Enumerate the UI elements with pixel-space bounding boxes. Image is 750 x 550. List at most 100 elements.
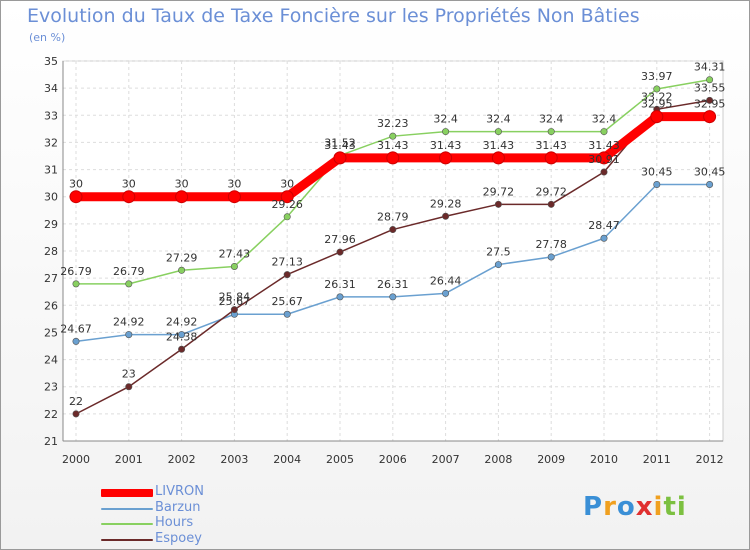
x-tick-label-2005: 2005 [326,453,354,466]
data-point-livron-2001 [122,190,136,204]
data-point-espoey-2003 [230,306,238,314]
data-label-espoey-2001: 23 [122,368,136,381]
data-label-layer: 30 30 30 30 30 31.43 31.43 31.43 31.43 31.43 31.43… [60,61,725,408]
x-tick-label-2010: 2010 [590,453,618,466]
data-point-hours-2006 [389,132,397,140]
x-tick-label-2009: 2009 [537,453,565,466]
data-point-hours-2011 [653,85,661,93]
data-label-livron-2008: 31.43 [483,139,515,152]
data-label-barzun-2010: 28.47 [588,219,620,232]
data-point-barzun-2000 [72,337,80,345]
data-point-livron-2004 [280,190,294,204]
legend-swatch-barzun [101,507,153,510]
data-point-barzun-2006 [389,293,397,301]
data-label-hours-2008: 32.4 [486,113,511,126]
y-tick-label-27: 27 [44,272,58,285]
data-point-hours-2009 [547,128,555,136]
legend-label-hours: Hours [155,515,194,530]
legend-swatch-espoey [101,538,153,541]
data-point-barzun-2007 [442,289,450,297]
legend-swatch-livron [101,489,153,497]
data-label-livron-2006: 31.43 [377,139,409,152]
x-tick-label-2007: 2007 [432,453,460,466]
y-tick-label-30: 30 [44,191,58,204]
data-label-hours-2002: 27.29 [166,251,198,264]
data-point-hours-2003 [230,262,238,270]
data-label-livron-2011: 32.95 [641,98,673,111]
data-point-espoey-2010 [600,168,608,176]
data-point-livron-2000 [69,190,83,204]
data-label-livron-2007: 31.43 [430,139,462,152]
data-label-hours-2012: 34.31 [694,61,726,74]
data-label-barzun-2000: 24.67 [60,322,92,335]
y-tick-label-34: 34 [44,82,58,95]
data-point-livron-2003 [227,190,241,204]
data-label-hours-2003: 27.43 [219,247,251,260]
data-point-hours-2001 [125,280,133,288]
data-point-hours-2010 [600,128,608,136]
legend-swatch-hours [101,523,153,525]
data-label-barzun-2007: 26.44 [430,274,462,287]
data-label-barzun-2003: 25.67 [219,295,251,308]
data-point-hours-2002 [178,266,186,274]
y-tick-label-35: 35 [44,55,58,68]
data-label-barzun-2004: 25.67 [271,295,303,308]
data-label-barzun-2012: 30.45 [694,166,726,179]
y-tick-label-31: 31 [44,164,58,177]
data-label-livron-2003: 30 [227,178,241,191]
y-tick-label-32: 32 [44,136,58,149]
data-point-barzun-2012 [706,181,714,189]
data-point-hours-2000 [72,280,80,288]
data-label-espoey-2008: 29.72 [483,185,515,198]
data-point-espoey-2002 [178,345,186,353]
data-label-hours-2000: 26.79 [60,265,92,278]
x-tick-label-2006: 2006 [379,453,407,466]
y-tick-label-25: 25 [44,326,58,339]
data-label-espoey-2009: 29.72 [535,185,567,198]
data-point-barzun-2005 [336,293,344,301]
data-point-espoey-2012 [706,96,714,104]
y-tick-label-23: 23 [44,381,58,394]
data-point-barzun-2008 [494,261,502,269]
legend-label-barzun: Barzun [155,499,201,515]
y-tick-label-33: 33 [44,109,58,122]
data-point-espoey-2008 [494,200,502,208]
y-tick-label-28: 28 [44,245,58,258]
data-point-livron-2008 [491,151,505,165]
data-label-espoey-2004: 27.13 [271,256,303,269]
data-point-barzun-2009 [547,253,555,261]
data-label-barzun-2001: 24.92 [113,316,145,329]
data-label-hours-2011: 33.97 [641,70,673,83]
data-label-hours-2009: 32.4 [539,113,564,126]
data-point-espoey-2005 [336,248,344,256]
y-tick-label-24: 24 [44,354,58,367]
data-point-hours-2012 [706,76,714,84]
data-point-hours-2004 [283,213,291,221]
data-label-hours-2006: 32.23 [377,117,409,130]
data-point-livron-2011 [650,110,664,124]
data-point-barzun-2010 [600,234,608,242]
axis-layer: 21 22 23 24 25 26 27 28 29 30 31 32 33 34 35 2000 2001 20… [44,55,724,466]
data-label-hours-2001: 26.79 [113,265,145,278]
data-label-barzun-2005: 26.31 [324,278,356,291]
data-label-livron-2012: 32.95 [694,98,726,111]
data-label-livron-2010: 31.43 [588,139,620,152]
series-layer [69,76,717,418]
data-label-barzun-2011: 30.45 [641,166,673,179]
data-label-espoey-2011: 33.22 [641,90,673,103]
data-point-livron-2006 [386,151,400,165]
proxiti-logo: Proxiti [583,492,687,522]
data-point-barzun-2001 [125,331,133,339]
data-point-hours-2008 [494,128,502,136]
data-label-barzun-2009: 27.78 [535,238,567,251]
x-tick-label-2011: 2011 [643,453,671,466]
y-tick-label-29: 29 [44,218,58,231]
data-label-hours-2010: 32.4 [592,113,617,126]
data-label-livron-2002: 30 [175,178,189,191]
data-label-hours-2005: 31.52 [324,136,356,149]
data-label-barzun-2002: 24.92 [166,316,198,329]
data-label-espoey-2006: 28.79 [377,211,409,224]
x-tick-label-2008: 2008 [484,453,512,466]
x-tick-label-2003: 2003 [220,453,248,466]
data-label-espoey-2012: 33.55 [694,81,726,94]
